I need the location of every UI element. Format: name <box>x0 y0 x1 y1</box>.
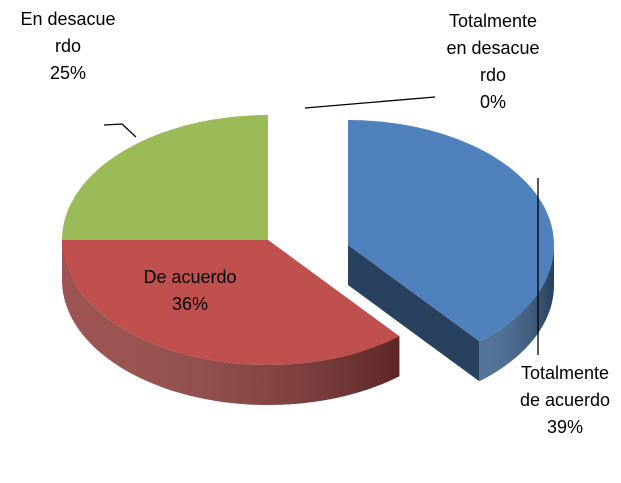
category-label: De acuerdo <box>143 267 237 287</box>
slice <box>348 120 554 342</box>
data-label: En desacuerdo 25% <box>20 6 116 87</box>
category-label: Totalmente de acuerdo <box>519 363 611 410</box>
data-label: Totalmente de acuerdo 39% <box>517 360 613 441</box>
value-label: 36% <box>171 294 209 314</box>
value-label: 0% <box>479 92 506 112</box>
leader-line <box>304 96 436 109</box>
slice-side <box>348 245 480 382</box>
data-label: Totalmente en desacuerdo 0% <box>445 8 541 116</box>
slice-rim-shade <box>62 240 400 405</box>
slice <box>62 240 400 365</box>
pie <box>62 115 554 405</box>
value-label: 39% <box>546 417 584 437</box>
slice <box>62 115 268 240</box>
category-label: En desacuerdo <box>20 9 116 56</box>
leader-line <box>103 123 137 138</box>
value-label: 25% <box>49 63 87 83</box>
category-label: Totalmente en desacuerdo <box>446 11 540 85</box>
data-label: De acuerdo 36% <box>142 264 238 318</box>
slice-rim-shade <box>479 245 554 382</box>
